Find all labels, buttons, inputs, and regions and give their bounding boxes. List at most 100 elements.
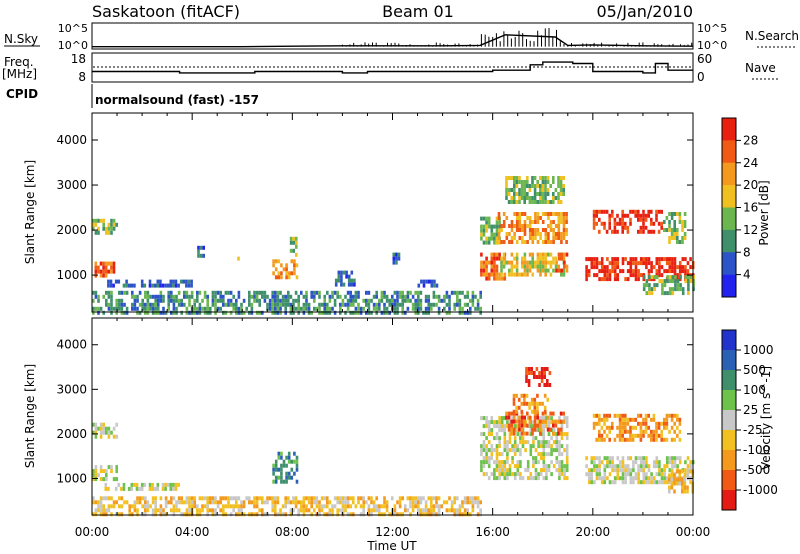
heatmap-cell [511, 460, 514, 465]
heatmap-cell [606, 277, 609, 282]
heatmap-cell [613, 261, 617, 266]
colorbar-swatch [722, 330, 736, 351]
heatmap-cell [647, 425, 650, 430]
heatmap-cell [99, 422, 103, 427]
heatmap-cell [144, 508, 147, 513]
heatmap-cell [560, 240, 563, 244]
heatmap-cell [639, 413, 643, 418]
heatmap-cell [290, 259, 294, 264]
heatmap-cell [162, 310, 165, 315]
heatmap-cell [174, 279, 178, 284]
heatmap-cell [663, 468, 666, 473]
heatmap-cell [668, 240, 671, 244]
heatmap-cell [590, 257, 594, 262]
heatmap-cell [469, 310, 472, 315]
heatmap-cell [650, 287, 654, 292]
heatmap-cell [328, 294, 332, 299]
heatmap-cell [515, 180, 519, 184]
heatmap-cell [603, 437, 606, 442]
heatmap-cell [674, 279, 677, 284]
heatmap-cell [657, 433, 661, 438]
heatmap-cell [294, 504, 298, 509]
heatmap-cell [495, 252, 499, 257]
heatmap-cell [503, 448, 507, 453]
heatmap-cell [282, 459, 286, 464]
heatmap-cell [471, 504, 475, 509]
heatmap-cell [587, 468, 591, 473]
heatmap-cell [655, 425, 658, 430]
heatmap-cell [525, 379, 528, 383]
heatmap-cell [92, 298, 95, 303]
heatmap-cell [668, 485, 671, 490]
heatmap-cell [668, 279, 672, 284]
heatmap-cell [229, 496, 233, 501]
heatmap-cell [526, 224, 529, 228]
heatmap-cell [621, 261, 625, 266]
heatmap-cell [606, 464, 609, 469]
heatmap-cell [352, 302, 355, 307]
heatmap-cell [692, 287, 695, 292]
heatmap-cell [362, 306, 365, 311]
heatmap-cell [372, 504, 376, 509]
heatmap-cell [637, 476, 640, 481]
colorbar-tick-label: -100 [743, 443, 770, 457]
heatmap-cell [513, 200, 516, 204]
heatmap-cell [227, 302, 230, 307]
heatmap-cell [547, 468, 551, 473]
heatmap-cell [547, 216, 550, 220]
heatmap-cell [185, 290, 189, 295]
heatmap-cell [188, 298, 191, 303]
velocity-colorbar-label: Velocity [m s^-1] [759, 366, 773, 470]
heatmap-cell [242, 512, 246, 517]
heatmap-cell [668, 429, 671, 434]
heatmap-cell [362, 500, 365, 505]
heatmap-cell [272, 463, 275, 468]
heatmap-cell [104, 482, 108, 487]
heatmap-cell [222, 496, 225, 501]
heatmap-cell [117, 279, 121, 284]
heatmap-cell [461, 500, 464, 505]
heatmap-cell [172, 512, 176, 517]
heatmap-cell [675, 481, 679, 486]
heatmap-cell [544, 184, 547, 188]
heatmap-cell [629, 417, 632, 422]
heatmap-cell [543, 371, 546, 375]
heatmap-cell [99, 508, 103, 513]
heatmap-cell [255, 298, 259, 303]
heatmap-cell [105, 496, 108, 501]
heatmap-cell [510, 188, 513, 192]
heatmap-cell [611, 460, 614, 465]
heatmap-cell [406, 298, 410, 303]
heatmap-cell [125, 279, 128, 284]
heatmap-cell [555, 260, 558, 265]
heatmap-cell [118, 290, 121, 295]
heatmap-cell [598, 421, 601, 426]
heatmap-cell [650, 275, 654, 280]
heatmap-cell [603, 209, 606, 214]
heatmap-cell [190, 500, 194, 505]
heatmap-cell [668, 489, 671, 494]
heatmap-cell [608, 425, 611, 430]
heatmap-cell [349, 512, 352, 517]
heatmap-cell [344, 294, 347, 299]
heatmap-cell [525, 367, 528, 371]
heatmap-cell [683, 489, 687, 494]
freq-line [92, 61, 693, 74]
heatmap-cell [433, 283, 436, 288]
heatmap-cell [409, 298, 412, 303]
heatmap-cell [632, 464, 635, 469]
heatmap-cell [547, 464, 551, 469]
heatmap-cell [359, 496, 363, 501]
heatmap-cell [214, 302, 217, 307]
heatmap-cell [608, 277, 612, 282]
heatmap-cell [590, 468, 594, 473]
heatmap-cell [542, 416, 546, 421]
heatmap-cell [490, 256, 494, 261]
heatmap-cell [323, 302, 326, 307]
heatmap-cell [671, 269, 674, 274]
heatmap-cell [534, 228, 537, 232]
heatmap-cell [170, 496, 173, 501]
heatmap-cell [605, 433, 609, 438]
heatmap-cell [398, 504, 402, 509]
heatmap-cell [626, 417, 630, 422]
